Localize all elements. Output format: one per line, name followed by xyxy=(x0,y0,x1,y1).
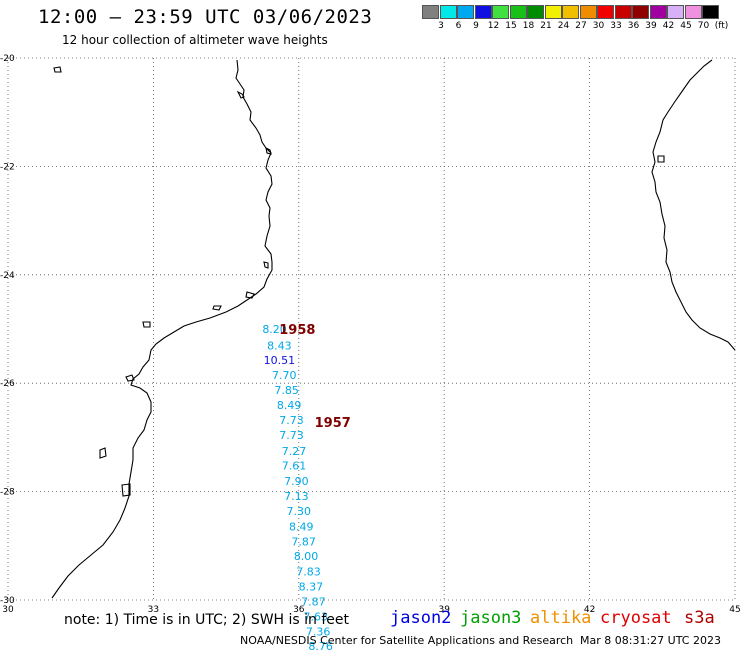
satellite-altika: altika xyxy=(530,608,592,628)
colorbar-label: 12 xyxy=(487,21,500,31)
colorbar-label: 39 xyxy=(645,21,657,31)
lon-tick-label: 39 xyxy=(438,605,450,615)
wave-height-label: 10.51 xyxy=(264,354,296,367)
colorbar-label: 24 xyxy=(557,21,570,31)
island-1 xyxy=(236,90,245,99)
colorbar-label: 9 xyxy=(473,21,479,31)
wave-height-label: 7.90 xyxy=(284,475,309,488)
lat-tick-label: -20 xyxy=(0,54,15,64)
wave-height-label: 7.27 xyxy=(282,445,307,458)
colorbar-swatch xyxy=(509,5,527,19)
wave-height-label: 8.43 xyxy=(267,339,292,352)
island-5 xyxy=(212,305,222,311)
africa-coastline xyxy=(51,59,273,599)
colorbar-label: 42 xyxy=(662,21,675,31)
colorbar-swatch xyxy=(457,5,474,19)
wave-height-label: 7.73 xyxy=(279,429,304,442)
island-3 xyxy=(263,261,269,269)
wave-height-label: 8.49 xyxy=(277,399,302,412)
colorbar-label: 6 xyxy=(455,21,462,31)
axis-labels: 30 33 36 39 42 45 -20 -22 -24 -26 -28 -30 xyxy=(0,54,740,615)
pass-time-label: 1957 xyxy=(315,416,351,431)
pass-time-labels: 1958 1957 xyxy=(279,323,351,431)
lake-2 xyxy=(121,483,131,497)
colorbar-label: 21 xyxy=(540,21,552,31)
island-2 xyxy=(265,147,272,155)
colorbar-swatch xyxy=(649,5,667,19)
observation-labels: 8.20 8.43 10.51 7.70 7.85 8.49 7.73 7.73 7.27 7.6… xyxy=(262,323,333,650)
colorbar-label: 45 xyxy=(680,21,692,31)
wave-height-label: 7.85 xyxy=(274,384,299,397)
colorbar-swatch xyxy=(492,5,509,19)
colorbar-swatch xyxy=(527,5,544,19)
wave-height-label: 7.87 xyxy=(301,596,326,609)
wave-height-label: 7.87 xyxy=(291,535,316,548)
colorbar-swatch xyxy=(597,5,614,19)
lat-tick-label: -22 xyxy=(0,162,15,172)
colorbar-swatch xyxy=(632,5,649,19)
island-8 xyxy=(657,155,665,163)
colorbar-label: 27 xyxy=(575,21,587,31)
lat-tick-label: -24 xyxy=(0,271,15,281)
wave-height-label: 7.36 xyxy=(306,625,331,638)
satellite-jason2: jason2 xyxy=(390,608,452,628)
wave-height-label: 8.20 xyxy=(262,323,287,336)
pass-time-label: 1958 xyxy=(279,323,315,338)
island-7 xyxy=(125,374,135,382)
satellite-cryosat: cryosat xyxy=(600,608,672,628)
wave-height-label: 7.73 xyxy=(279,414,304,427)
colorbar-label: 33 xyxy=(610,21,622,31)
wave-height-label: 8.37 xyxy=(299,580,324,593)
coastline xyxy=(51,59,736,599)
colorbar-swatch xyxy=(684,5,702,19)
colorbar-label: 18 xyxy=(522,21,535,31)
lon-tick-label: 30 xyxy=(2,605,14,615)
colorbar-unit: (ft) xyxy=(714,21,729,31)
island-6 xyxy=(142,321,151,328)
colorbar-label: 36 xyxy=(627,21,640,31)
lon-tick-label: 36 xyxy=(293,605,305,615)
lake-3 xyxy=(53,66,62,73)
colorbar-swatch xyxy=(562,5,579,19)
lat-tick-label: -28 xyxy=(0,488,15,498)
wave-height-label: 8.00 xyxy=(294,550,319,563)
map-title: 12:00 – 23:59 UTC 03/06/2023 xyxy=(38,6,373,28)
colorbar-label: 30 xyxy=(592,21,605,31)
lon-tick-label: 45 xyxy=(729,605,740,615)
satellite-s3a: s3a xyxy=(684,608,715,628)
colorbar-swatch xyxy=(614,5,632,19)
wave-height-label: 8.76 xyxy=(308,640,333,650)
map-subtitle: 12 hour collection of altimeter wave hei… xyxy=(62,33,328,47)
satellite-jason3: jason3 xyxy=(460,608,522,628)
lon-tick-label: 33 xyxy=(148,605,159,615)
footer-note: note: 1) Time is in UTC; 2) SWH is in fe… xyxy=(64,612,350,628)
wave-height-label: 7.83 xyxy=(296,565,321,578)
colorbar-swatch xyxy=(702,5,719,19)
generated-timestamp: Mar 8 08:31:27 UTC 2023 xyxy=(580,634,721,647)
wave-height-label: 7.13 xyxy=(284,490,309,503)
credit-line: NOAA/NESDIS Center for Satellite Applica… xyxy=(240,634,574,647)
colorbar-swatch xyxy=(579,5,597,19)
wave-height-label: 7.70 xyxy=(272,369,297,382)
colorbar-label: 15 xyxy=(505,21,517,31)
colorbar-swatch xyxy=(439,5,457,19)
colorbar-swatch xyxy=(422,5,439,19)
wave-height-label: 7.30 xyxy=(287,505,312,518)
lon-tick-label: 42 xyxy=(584,605,595,615)
wave-height-label: 7.61 xyxy=(282,460,307,473)
colorbar-swatch xyxy=(544,5,562,19)
lat-lon-grid xyxy=(7,57,736,601)
colorbar-label: 70 xyxy=(697,21,710,31)
wave-height-label: 7.63 xyxy=(304,610,329,623)
madagascar-coastline xyxy=(651,59,736,351)
colorbar-swatch xyxy=(474,5,492,19)
lat-tick-label: -26 xyxy=(0,379,15,389)
colorbar-label: 3 xyxy=(438,21,444,31)
colorbar-swatch xyxy=(667,5,684,19)
lat-tick-label: -30 xyxy=(0,596,15,606)
island-4 xyxy=(245,291,255,299)
wave-height-label: 8.49 xyxy=(289,520,314,533)
lake-1 xyxy=(99,447,107,459)
